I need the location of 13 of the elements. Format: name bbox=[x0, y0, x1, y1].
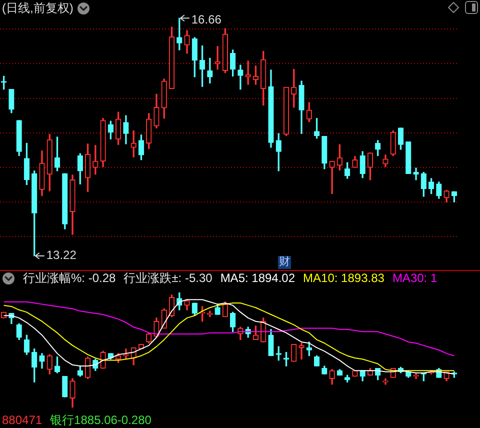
candlestick bbox=[329, 160, 335, 194]
annotation: 16.66 bbox=[191, 12, 222, 26]
text: 银行1885.06-0.280 bbox=[50, 413, 152, 427]
annotation: 财 bbox=[278, 256, 291, 269]
annotation: 13.22 bbox=[46, 248, 77, 262]
text: 880471 bbox=[2, 413, 42, 427]
text: MA30: 1 bbox=[392, 271, 438, 285]
text: 行业涨幅%: -0.28 bbox=[23, 271, 116, 285]
text: 行业涨跌±: -5.30 bbox=[124, 271, 212, 285]
chart-title: (日线,前复权) bbox=[2, 1, 74, 15]
series-label: MA5: 1894.02 bbox=[220, 271, 296, 285]
text: MA10: 1893.83 bbox=[303, 271, 384, 285]
candlestick bbox=[298, 342, 304, 360]
